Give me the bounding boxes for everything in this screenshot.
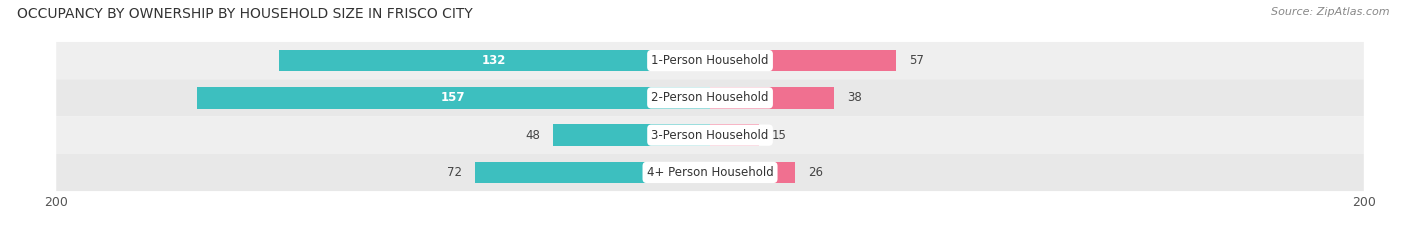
Bar	[710, 124, 759, 146]
Text: Source: ZipAtlas.com: Source: ZipAtlas.com	[1271, 7, 1389, 17]
FancyBboxPatch shape	[56, 42, 1364, 79]
Text: 72: 72	[447, 166, 461, 179]
Text: 2-Person Household: 2-Person Household	[651, 91, 769, 104]
Text: 3-Person Household: 3-Person Household	[651, 129, 769, 142]
Text: 132: 132	[482, 54, 506, 67]
Text: 48: 48	[526, 129, 540, 142]
Bar	[278, 50, 710, 71]
Text: 38: 38	[848, 91, 862, 104]
Bar	[553, 124, 710, 146]
Text: OCCUPANCY BY OWNERSHIP BY HOUSEHOLD SIZE IN FRISCO CITY: OCCUPANCY BY OWNERSHIP BY HOUSEHOLD SIZE…	[17, 7, 472, 21]
Text: 4+ Person Household: 4+ Person Household	[647, 166, 773, 179]
Text: 15: 15	[772, 129, 787, 142]
FancyBboxPatch shape	[56, 116, 1364, 154]
Bar	[710, 50, 897, 71]
FancyBboxPatch shape	[56, 154, 1364, 191]
Bar	[475, 162, 710, 183]
Text: 1-Person Household: 1-Person Household	[651, 54, 769, 67]
Text: 157: 157	[441, 91, 465, 104]
Text: 26: 26	[808, 166, 823, 179]
Bar	[197, 87, 710, 109]
Text: 57: 57	[910, 54, 924, 67]
Bar	[710, 87, 834, 109]
FancyBboxPatch shape	[56, 79, 1364, 116]
Bar	[710, 162, 794, 183]
